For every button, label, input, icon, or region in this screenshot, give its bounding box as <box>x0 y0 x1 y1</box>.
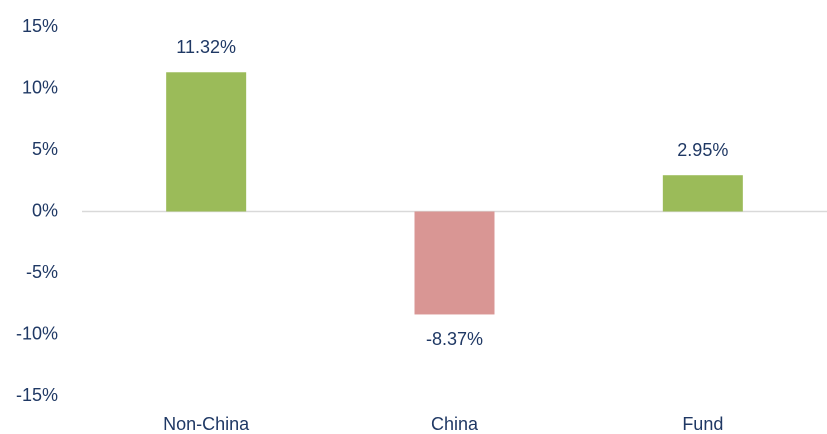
bar <box>166 72 247 212</box>
value-label: 11.32% <box>176 37 236 57</box>
value-label: -8.37% <box>426 329 483 349</box>
y-tick-label: 5% <box>32 139 58 159</box>
y-tick-label: 15% <box>22 16 58 36</box>
x-tick-label: Non-China <box>163 414 250 434</box>
y-tick-label: 0% <box>32 200 58 220</box>
y-tick-label: -15% <box>16 385 58 405</box>
bar <box>662 175 743 212</box>
value-label: 2.95% <box>677 140 728 160</box>
x-tick-label: Fund <box>682 414 723 434</box>
y-tick-label: 10% <box>22 77 58 97</box>
y-tick-label: -10% <box>16 323 58 343</box>
bar <box>414 211 495 315</box>
x-tick-label: China <box>431 414 479 434</box>
y-tick-label: -5% <box>26 262 58 282</box>
